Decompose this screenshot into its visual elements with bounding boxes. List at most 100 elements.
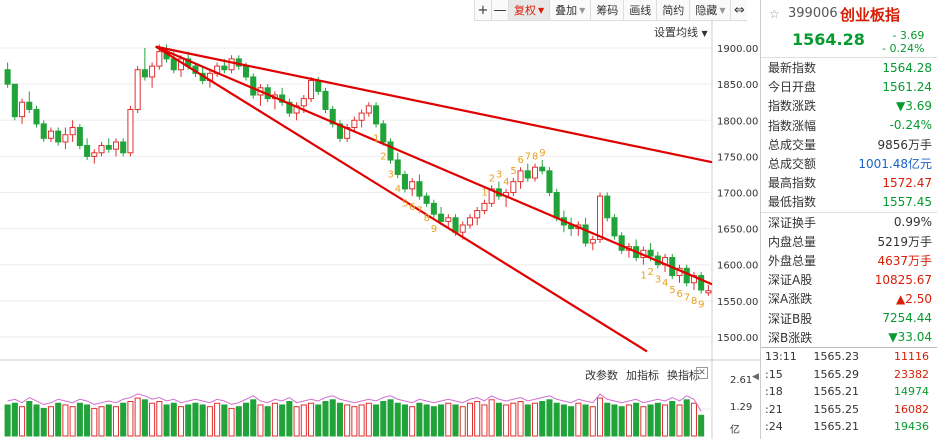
tick-volume: 19436 [894,420,929,434]
td-count-label: 2 [489,173,495,184]
stat-row: 深证B股 7254.44 [761,308,937,327]
td-count-label: 3 [388,170,394,181]
candle-body [373,105,380,125]
volume-bar [604,402,611,437]
stat-label: 最低指数 [768,195,817,210]
volume-bar [250,399,257,437]
stat-value: ▼3.69 [896,98,932,113]
candle-body [19,101,26,118]
volume-bar [26,401,33,437]
volume-bar [625,404,632,437]
volume-bar [488,399,495,437]
price-tick-label: 1650.00 [717,225,758,236]
stat-label: 指数涨跌 [768,99,817,114]
volume-bar [286,401,293,437]
candle-body [26,101,33,110]
draw-line-button[interactable]: 画线 [623,0,656,20]
swap-indicator-link[interactable]: 换指标 [667,369,700,382]
change-params-link[interactable]: 改参数 [585,369,618,382]
expand-icon[interactable]: ⇔ [730,0,747,20]
td-count-label: 6 [409,202,415,213]
td-count-label: 7 [416,206,422,217]
volume-bar [380,401,387,437]
stat-value: 5219万手 [877,234,932,249]
close-indicator-icon[interactable]: ✕ [696,367,708,379]
stat-value: ▲2.50 [896,291,932,306]
stat-label: 内盘总量 [768,234,817,249]
stat-value: 1001.48亿元 [858,157,932,172]
td-count-label: 8 [691,296,697,307]
tick-volume: 16082 [894,402,929,416]
tick-row: :15 1565.29 23382 [761,365,937,383]
candle-body [329,108,336,125]
candle-body [459,224,466,233]
td-count-label: 4 [503,177,509,188]
candle-body [647,249,654,257]
candle-body [474,210,481,219]
candle-body [517,170,524,183]
stat-label: 深证B股 [768,311,813,326]
collapse-panel-icon[interactable]: ◀ [752,372,759,382]
tick-time: :15 [765,367,783,381]
tick-time: 13:11 [765,350,797,364]
volume-bar [640,406,647,437]
candle-body [120,141,127,154]
stat-label: 深证换手 [768,215,817,230]
td-count-label: 6 [518,155,524,166]
candle-body [242,65,250,78]
candle-body [445,217,452,222]
volume-bar [344,404,351,437]
td-count-label: 4 [395,184,401,195]
zoom-out-button[interactable]: — [491,0,508,20]
volume-bar [647,404,654,437]
volume-bar [495,402,502,437]
candle-body [76,127,83,147]
tick-price: 1565.29 [813,367,860,381]
chart-toolbar: + — 复权 ▼ 叠加 ▼ 筹码 画线 简约 隐藏 ▼ ⇔ [474,0,748,21]
volume-bar [33,404,40,437]
volume-tick-label: 1.29 [730,402,752,413]
trend-line [155,45,648,353]
volume-bar [596,397,604,437]
quote-panel: ☆ 399006 创业板指 1564.28 - 3.69 - 0.24% 最新指… [760,0,937,439]
candle-body [170,58,177,71]
volume-bar [466,402,474,437]
volume-bar [40,407,47,437]
candle-body [683,267,690,284]
candle-body [221,65,228,71]
td-count-label: 2 [380,152,386,163]
ma-setting-link[interactable]: 设置均线 ▼ [654,24,708,40]
price-chart[interactable]: 1900.00 1850.00 1800.00 1750.00 1700.00 1650.… [0,0,760,439]
zoom-in-button[interactable]: + [474,0,491,20]
volume-bar [409,406,416,437]
simple-mode-button[interactable]: 简约 [656,0,689,20]
td-count-label: 1 [640,271,646,282]
volume-bar [351,406,358,437]
add-indicator-link[interactable]: 加指标 [626,369,659,382]
candle-body [539,166,546,172]
chip-button[interactable]: 筹码 [590,0,623,20]
tick-time: :27 [765,438,797,439]
hide-dropdown[interactable]: 隐藏 ▼ [689,0,730,20]
overlay-dropdown[interactable]: 叠加 ▼ [549,0,590,20]
candle-body [62,134,69,143]
candle-body [618,235,625,251]
hide-label: 隐藏 [695,4,718,17]
index-code: 399006 [788,6,838,21]
candle-body [33,108,40,125]
volume-bar [430,406,437,437]
volume-bar [11,402,18,437]
price-tick-label: 1850.00 [717,80,758,91]
stat-value: -0.24% [889,118,932,133]
volume-bar [611,404,618,437]
td-count-label: 4 [662,278,668,289]
volume-bar [416,402,423,437]
volume-bar [127,401,134,437]
candle-body [141,69,148,78]
fuquan-dropdown[interactable]: 复权 ▼ [508,0,550,20]
volume-bar [199,404,206,437]
stat-label: 最高指数 [768,176,817,191]
volume-bar [264,406,271,437]
star-icon[interactable]: ☆ [769,7,780,21]
volume-tick-label: 2.61 [730,375,752,386]
